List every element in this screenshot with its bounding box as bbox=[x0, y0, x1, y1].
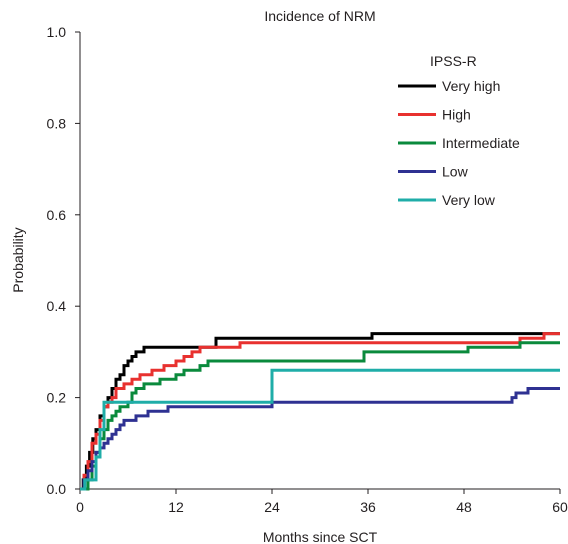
y-tick-label: 0.0 bbox=[47, 481, 67, 497]
y-tick-label: 1.0 bbox=[47, 24, 67, 40]
legend-label-very-low: Very low bbox=[442, 192, 496, 208]
x-axis-label: Months since SCT bbox=[263, 529, 378, 544]
legend: IPSS-R Very high High Intermediate Low Very … bbox=[398, 53, 520, 208]
axes: 0.0 0.2 0.4 0.6 0.8 1.0 0 12 24 36 48 60 bbox=[47, 24, 568, 515]
series-lines bbox=[80, 332, 560, 491]
x-tick-label: 60 bbox=[552, 499, 568, 515]
y-tick-label: 0.6 bbox=[47, 207, 67, 223]
chart-title: Incidence of NRM bbox=[264, 8, 375, 24]
series-line-low bbox=[80, 387, 560, 491]
legend-label-very-high: Very high bbox=[442, 78, 500, 94]
legend-label-intermediate: Intermediate bbox=[442, 135, 520, 151]
series-line-very-low bbox=[80, 368, 560, 491]
legend-label-high: High bbox=[442, 107, 471, 123]
series-line-intermediate bbox=[80, 341, 560, 491]
x-tick-label: 12 bbox=[168, 499, 184, 515]
legend-label-low: Low bbox=[442, 164, 469, 180]
x-tick-label: 36 bbox=[360, 499, 376, 515]
y-tick-label: 0.4 bbox=[47, 298, 67, 314]
y-axis-label: Probability bbox=[10, 227, 26, 292]
series-line-high bbox=[80, 332, 560, 491]
y-tick-label: 0.8 bbox=[47, 115, 67, 131]
x-tick-label: 0 bbox=[76, 499, 84, 515]
x-tick-label: 48 bbox=[456, 499, 472, 515]
x-tick-label: 24 bbox=[264, 499, 280, 515]
y-tick-label: 0.2 bbox=[47, 390, 67, 406]
legend-title: IPSS-R bbox=[430, 53, 477, 69]
